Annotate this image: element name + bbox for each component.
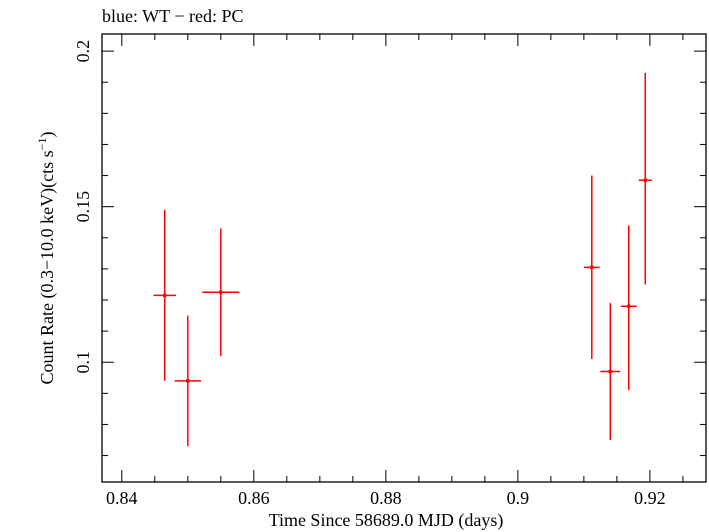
y-axis-title-close: ) [37, 132, 58, 138]
x-axis-ticks: 0.84 0.86 0.88 0.9 0.92 [106, 34, 684, 508]
x-tick-label: 0.92 [634, 488, 666, 508]
y-axis-title: Count Rate (0.3−10.0 keV)(cts s−1) [35, 132, 58, 385]
chart-title: blue: WT − red: PC [102, 6, 243, 26]
x-tick-label: 0.9 [507, 488, 530, 508]
x-tick-label: 0.86 [238, 488, 270, 508]
point-marker [162, 293, 167, 298]
y-tick-label: 0.15 [73, 191, 93, 223]
data-point [202, 228, 240, 356]
data-points [153, 72, 652, 447]
point-marker [643, 178, 648, 183]
point-marker [626, 304, 631, 309]
point-marker [185, 378, 190, 383]
plot-frame [101, 33, 707, 483]
y-axis-ticks: 0.1 0.15 0.2 [73, 40, 706, 457]
point-marker [608, 369, 613, 374]
x-tick-label: 0.88 [370, 488, 402, 508]
data-point [174, 315, 202, 447]
data-point [153, 209, 176, 381]
y-axis-title-superscript: −1 [35, 138, 49, 151]
y-tick-label: 0.2 [73, 40, 93, 63]
data-point [583, 175, 600, 360]
point-marker [589, 265, 594, 270]
x-tick-label: 0.84 [106, 488, 138, 508]
y-tick-label: 0.1 [73, 351, 93, 374]
x-axis-title: Time Since 58689.0 MJD (days) [269, 510, 504, 531]
point-marker [218, 290, 223, 295]
data-point [638, 72, 652, 285]
y-axis-title-main: Count Rate (0.3−10.0 keV)(cts s [37, 150, 58, 384]
data-point [620, 225, 637, 391]
data-point [600, 303, 621, 440]
